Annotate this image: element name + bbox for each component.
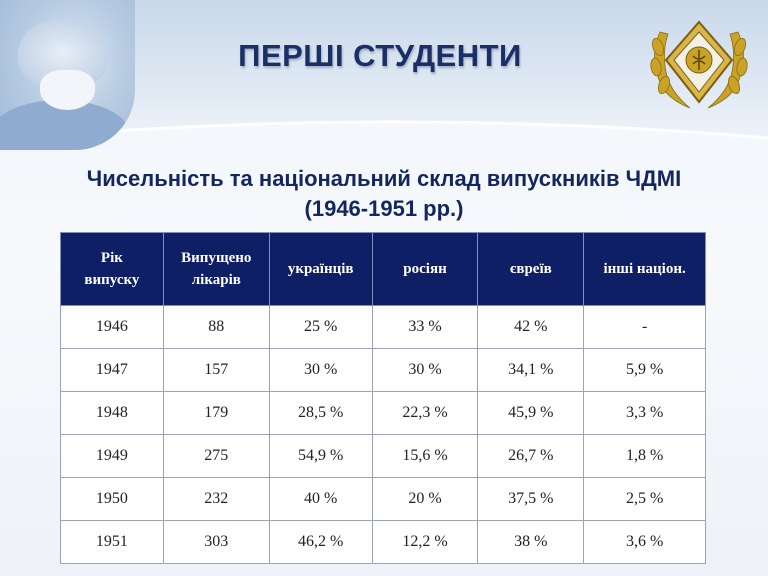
cell-year: 1948 bbox=[60, 391, 164, 435]
cell-year: 1949 bbox=[60, 434, 164, 478]
cell-jews: 38 % bbox=[477, 520, 585, 564]
cell-year: 1950 bbox=[60, 477, 164, 521]
cell-other: - bbox=[583, 305, 706, 349]
cell-graduated: 179 bbox=[162, 391, 270, 435]
table-row: 1948 179 28,5 % 22,3 % 45,9 % 3,3 % bbox=[60, 391, 706, 435]
cell-graduated: 88 bbox=[162, 305, 270, 349]
cell-russians: 30 % bbox=[371, 348, 479, 392]
header-ukrainians: українців bbox=[268, 232, 373, 306]
graduates-table: Рік випуску Випущено лікарів українців рос… bbox=[60, 232, 706, 564]
header-year: Рік випуску bbox=[60, 232, 164, 306]
cell-other: 1,8 % bbox=[583, 434, 706, 478]
cell-ukrainians: 30 % bbox=[268, 348, 373, 392]
surgeon-mask bbox=[40, 70, 95, 110]
header-other: інші націон. bbox=[583, 232, 706, 306]
cell-jews: 34,1 % bbox=[477, 348, 585, 392]
table-body: 1946 88 25 % 33 % 42 % - 1947 157 30 % 3… bbox=[60, 305, 706, 564]
cell-jews: 37,5 % bbox=[477, 477, 585, 521]
cell-graduated: 157 bbox=[162, 348, 270, 392]
table-row: 1949 275 54,9 % 15,6 % 26,7 % 1,8 % bbox=[60, 434, 706, 478]
cell-graduated: 275 bbox=[162, 434, 270, 478]
table-row: 1946 88 25 % 33 % 42 % - bbox=[60, 305, 706, 349]
cell-ukrainians: 54,9 % bbox=[268, 434, 373, 478]
cell-russians: 33 % bbox=[371, 305, 479, 349]
cell-russians: 22,3 % bbox=[371, 391, 479, 435]
surgeon-photo bbox=[0, 0, 135, 150]
header-jews: євреїв bbox=[477, 232, 585, 306]
cell-russians: 20 % bbox=[371, 477, 479, 521]
table-caption: Чисельність та національний склад випуск… bbox=[10, 164, 758, 224]
cell-other: 3,3 % bbox=[583, 391, 706, 435]
cell-ukrainians: 40 % bbox=[268, 477, 373, 521]
table-row: 1950 232 40 % 20 % 37,5 % 2,5 % bbox=[60, 477, 706, 521]
table-row: 1951 303 46,2 % 12,2 % 38 % 3,6 % bbox=[60, 520, 706, 564]
table-row: 1947 157 30 % 30 % 34,1 % 5,9 % bbox=[60, 348, 706, 392]
university-emblem-icon bbox=[650, 20, 748, 109]
cell-graduated: 303 bbox=[162, 520, 270, 564]
cell-russians: 12,2 % bbox=[371, 520, 479, 564]
cell-other: 2,5 % bbox=[583, 477, 706, 521]
cell-ukrainians: 25 % bbox=[268, 305, 373, 349]
cell-year: 1951 bbox=[60, 520, 164, 564]
page-title: ПЕРШІ СТУДЕНТИ bbox=[238, 38, 522, 73]
cell-russians: 15,6 % bbox=[371, 434, 479, 478]
cell-year: 1947 bbox=[60, 348, 164, 392]
header-graduated: Випущено лікарів bbox=[162, 232, 270, 306]
cell-other: 3,6 % bbox=[583, 520, 706, 564]
cell-jews: 26,7 % bbox=[477, 434, 585, 478]
table-caption-line1: Чисельність та національний склад випуск… bbox=[86, 166, 682, 191]
cell-graduated: 232 bbox=[162, 477, 270, 521]
table-header: Рік випуску Випущено лікарів українців рос… bbox=[60, 232, 706, 306]
cell-year: 1946 bbox=[60, 305, 164, 349]
cell-jews: 45,9 % bbox=[477, 391, 585, 435]
header-russians: росіян bbox=[371, 232, 479, 306]
table-caption-line2: (1946-1951 рр.) bbox=[304, 196, 464, 221]
cell-other: 5,9 % bbox=[583, 348, 706, 392]
cell-ukrainians: 28,5 % bbox=[268, 391, 373, 435]
table-header-row: Рік випуску Випущено лікарів українців рос… bbox=[60, 232, 706, 306]
cell-ukrainians: 46,2 % bbox=[268, 520, 373, 564]
cell-jews: 42 % bbox=[477, 305, 585, 349]
